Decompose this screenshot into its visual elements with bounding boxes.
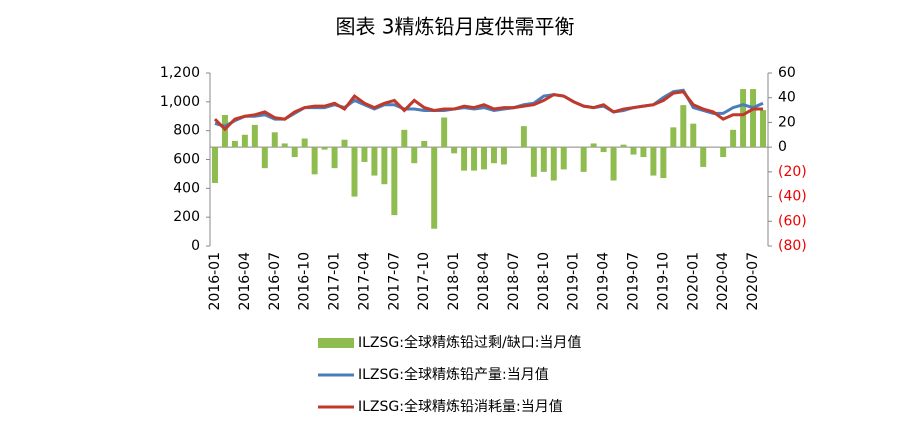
x-tick-label: 2017-07 [386,252,402,311]
bar [351,147,358,197]
bar [311,147,318,175]
x-tick-label: 2020-07 [745,252,761,311]
legend-label: ILZSG:全球精炼铅消耗量:当月值 [358,398,563,415]
bar [441,117,448,148]
x-tick-label: 2017-10 [416,252,432,311]
bar [750,89,757,148]
y-tick-label: 400 [173,180,200,196]
chart-title: 图表 3精炼铅月度供需平衡 [335,15,574,39]
bar [271,132,278,148]
bar [371,147,378,176]
x-tick-label: 2019-07 [625,252,641,311]
bar [341,139,348,148]
bar [361,147,368,162]
y2-tick-label: 40 [778,90,796,106]
bar [490,147,497,164]
x-tick-label: 2018-07 [506,252,522,311]
bar [590,143,597,148]
bar [251,124,258,148]
bar [471,147,478,171]
x-tick-label: 2018-01 [446,252,462,311]
x-tick-label: 2016-07 [267,252,283,311]
bar [401,129,408,148]
bar [411,147,418,164]
y-tick-label: 800 [173,123,200,139]
bar [451,147,458,154]
x-tick-label: 2019-10 [655,252,671,311]
y2-tick-label: (60) [778,213,807,229]
bar [431,147,438,229]
bar [620,144,627,148]
x-tick-label: 2016-01 [207,252,223,311]
bar [560,147,567,170]
bar [301,138,308,148]
bar [421,140,428,148]
bar [760,110,767,148]
y-tick-label: 0 [191,238,200,254]
x-tick-label: 2019-04 [596,252,612,311]
bar [690,123,697,148]
x-tick-label: 2018-10 [536,252,552,311]
bar [680,105,687,148]
bar [640,147,647,158]
bar [740,89,747,148]
bar [660,147,667,179]
y-tick-label: 1,200 [160,65,200,81]
bar [281,143,288,148]
x-tick-label: 2016-04 [237,252,253,311]
bar [530,147,537,177]
x-tick-label: 2017-01 [327,252,343,311]
bar [610,147,617,181]
bar [580,147,587,172]
bar [231,140,238,148]
bar [700,147,707,167]
legend-swatch [318,338,354,348]
x-tick-label: 2020-04 [715,252,731,311]
bar [630,147,637,155]
legend-label: ILZSG:全球精炼铅产量:当月值 [358,366,549,383]
bar [261,147,268,169]
bar [670,127,677,148]
x-tick-label: 2019-01 [566,252,582,311]
x-tick-label: 2016-10 [297,252,313,311]
y2-tick-label: (80) [778,238,807,254]
bar [500,147,507,165]
bar [550,147,557,181]
y2-tick-label: (20) [778,164,807,180]
y2-tick-label: 20 [778,114,796,130]
bar [720,147,727,158]
x-tick-label: 2017-04 [356,252,372,311]
y2-tick-label: 0 [778,139,787,155]
bar [321,147,328,150]
y2-tick-label: (40) [778,189,807,205]
y-tick-label: 200 [173,209,200,225]
line [213,90,764,132]
bar [331,147,338,169]
bar [481,147,488,170]
y2-tick-label: 60 [778,65,796,81]
bar [600,147,607,153]
bar [461,147,468,171]
y-tick-label: 600 [173,152,200,168]
bar [211,147,218,183]
bar [520,126,527,148]
bar [730,129,737,148]
legend-label: ILZSG:全球精炼铅过剩/缺口:当月值 [358,334,581,351]
bar [241,134,248,148]
bar [650,147,657,176]
x-tick-label: 2018-04 [476,252,492,311]
y-tick-label: 1,000 [160,94,200,110]
bar [291,147,298,158]
x-tick-label: 2020-01 [685,252,701,311]
bar [391,147,398,216]
bar [381,147,388,185]
bar [540,147,547,172]
